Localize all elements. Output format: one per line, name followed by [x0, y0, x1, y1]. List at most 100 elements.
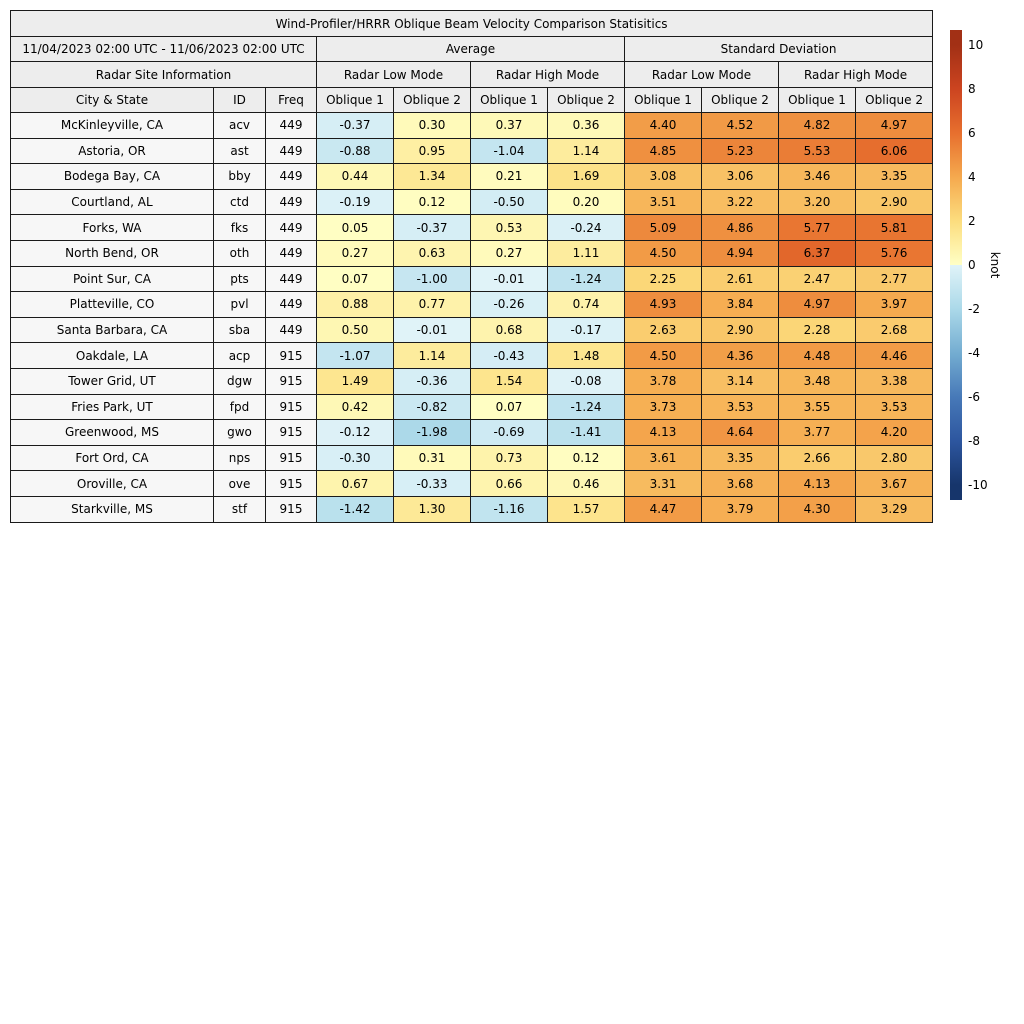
site-id-cell: ast	[213, 137, 266, 165]
value-cell: 0.88	[316, 291, 394, 318]
freq-cell: 449	[265, 316, 317, 344]
value-cell: 3.79	[701, 495, 779, 523]
table-row: McKinleyville, CA acv 449 -0.37 0.30 0.37 0.36…	[10, 112, 934, 139]
value-cell: 4.50	[624, 239, 702, 267]
value-cell: 6.06	[854, 137, 934, 165]
freq-cell: 915	[265, 367, 317, 395]
city-cell: Astoria, OR	[10, 137, 214, 165]
colorbar-tick-label: 6	[968, 126, 976, 140]
value-cell: 0.74	[547, 291, 625, 318]
site-id-cell: pts	[213, 265, 266, 293]
value-cell: 3.51	[624, 188, 702, 216]
site-id-cell: fks	[213, 214, 266, 241]
city-cell: Oakdale, LA	[10, 342, 214, 369]
city-cell: Courtland, AL	[10, 188, 214, 216]
value-cell: 0.42	[316, 393, 394, 421]
colorbar-tick-label: 8	[968, 82, 976, 96]
city-cell: North Bend, OR	[10, 239, 214, 267]
value-cell: 3.08	[624, 163, 702, 190]
value-cell: -0.50	[470, 188, 548, 216]
freq-cell: 915	[265, 495, 317, 523]
value-cell: 1.14	[547, 137, 625, 165]
freq-cell: 915	[265, 419, 317, 446]
value-cell: 4.50	[624, 342, 702, 369]
value-cell: 0.68	[470, 316, 548, 344]
column-header-oblique-7: Oblique 1	[778, 87, 856, 113]
value-cell: 0.67	[316, 470, 394, 497]
freq-cell: 449	[265, 112, 317, 139]
value-cell: 3.68	[701, 470, 779, 497]
value-cell: 4.93	[624, 291, 702, 318]
column-header-freq: Freq	[265, 87, 317, 113]
column-header-oblique-3: Oblique 1	[470, 87, 548, 113]
table-row: Courtland, AL ctd 449 -0.19 0.12 -0.50 0.20 3.5…	[10, 188, 934, 216]
value-cell: 1.14	[393, 342, 471, 369]
value-cell: -0.33	[393, 470, 471, 497]
value-cell: -1.07	[316, 342, 394, 369]
value-cell: 3.38	[854, 367, 934, 395]
freq-cell: 449	[265, 214, 317, 241]
value-cell: 1.34	[393, 163, 471, 190]
value-cell: 4.30	[778, 495, 856, 523]
value-cell: 0.27	[470, 239, 548, 267]
value-cell: -1.98	[393, 419, 471, 446]
column-header-oblique-8: Oblique 2	[854, 87, 934, 113]
value-cell: 0.31	[393, 444, 471, 472]
value-cell: 3.31	[624, 470, 702, 497]
city-cell: Santa Barbara, CA	[10, 316, 214, 344]
value-cell: 4.40	[624, 112, 702, 139]
value-cell: 3.22	[701, 188, 779, 216]
value-cell: 4.48	[778, 342, 856, 369]
value-cell: -0.17	[547, 316, 625, 344]
city-cell: Forks, WA	[10, 214, 214, 241]
value-cell: 0.95	[393, 137, 471, 165]
value-cell: 3.67	[854, 470, 934, 497]
value-cell: 0.07	[316, 265, 394, 293]
column-header-id: ID	[213, 87, 266, 113]
group-stddev-header: Standard Deviation	[623, 36, 934, 62]
avg-low-mode-header: Radar Low Mode	[316, 61, 471, 88]
city-cell: Oroville, CA	[10, 470, 214, 497]
value-cell: -1.00	[393, 265, 471, 293]
value-cell: 0.63	[393, 239, 471, 267]
value-cell: -0.37	[393, 214, 471, 241]
value-cell: 3.77	[778, 419, 856, 446]
value-cell: 2.28	[778, 316, 856, 344]
value-cell: 2.63	[624, 316, 702, 344]
city-cell: Tower Grid, UT	[10, 367, 214, 395]
site-id-cell: ctd	[213, 188, 266, 216]
table-title: Wind-Profiler/HRRR Oblique Beam Velocity…	[9, 10, 934, 37]
value-cell: 3.20	[778, 188, 856, 216]
value-cell: 5.76	[854, 239, 934, 267]
value-cell: -1.24	[547, 265, 625, 293]
colorbar-tick-label: -2	[968, 302, 980, 316]
table-row: Oroville, CA ove 915 0.67 -0.33 0.66 0.46 3.31 3…	[10, 470, 934, 497]
city-cell: Greenwood, MS	[10, 419, 214, 446]
table-row: Bodega Bay, CA bby 449 0.44 1.34 0.21 1.69 3.08…	[10, 163, 934, 190]
site-id-cell: sba	[213, 316, 266, 344]
value-cell: 1.48	[547, 342, 625, 369]
site-id-cell: nps	[213, 444, 266, 472]
city-cell: Point Sur, CA	[10, 265, 214, 293]
colorbar-tick-label: -8	[968, 434, 980, 448]
value-cell: 2.90	[854, 188, 934, 216]
site-id-cell: gwo	[213, 419, 266, 446]
column-header-oblique-1: Oblique 1	[316, 87, 394, 113]
value-cell: -1.16	[470, 495, 548, 523]
value-cell: 4.94	[701, 239, 779, 267]
value-cell: 5.23	[701, 137, 779, 165]
colorbar-tick-label: 0	[968, 258, 976, 272]
freq-cell: 449	[265, 188, 317, 216]
value-cell: 4.46	[854, 342, 934, 369]
column-header-oblique-5: Oblique 1	[624, 87, 702, 113]
value-cell: 0.30	[393, 112, 471, 139]
value-cell: 1.57	[547, 495, 625, 523]
value-cell: 5.81	[854, 214, 934, 241]
value-cell: 0.66	[470, 470, 548, 497]
value-cell: -0.12	[316, 419, 394, 446]
value-cell: 3.55	[778, 393, 856, 421]
value-cell: 2.80	[854, 444, 934, 472]
value-cell: 3.14	[701, 367, 779, 395]
value-cell: 1.49	[316, 367, 394, 395]
value-cell: -0.36	[393, 367, 471, 395]
